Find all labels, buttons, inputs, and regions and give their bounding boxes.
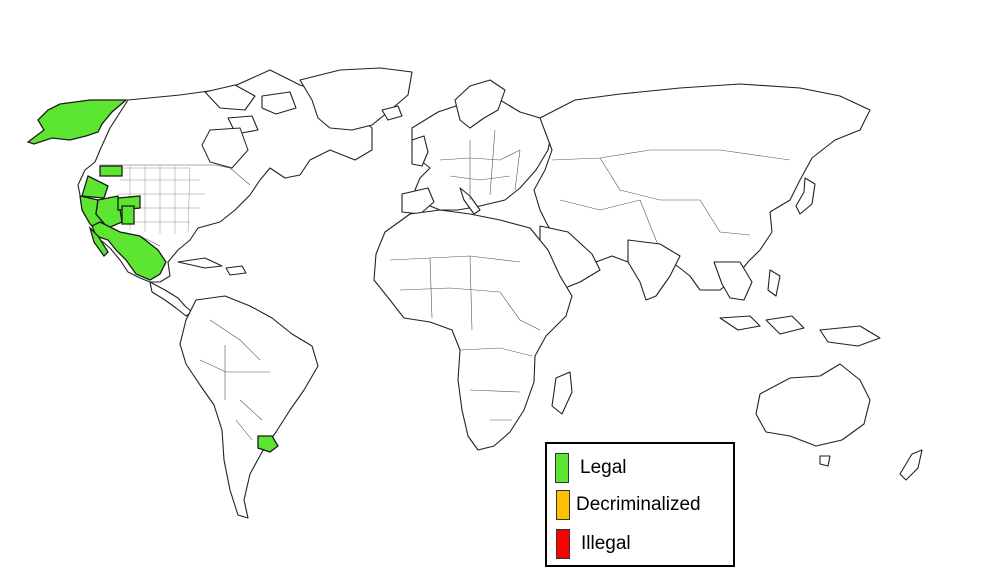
africa-borders [389,255,541,421]
legend-label-illegal: Illegal [581,533,631,554]
scandinavia [454,79,506,129]
central-america [149,281,193,317]
tasmania [819,455,831,467]
us-canada-border [100,164,251,186]
india [627,239,681,301]
philippines [767,269,781,297]
new-guinea [819,325,881,347]
britain [411,135,429,167]
indonesia [719,315,761,331]
washington-region [99,165,123,177]
decriminalized-swatch [556,490,570,520]
southeast-asia [713,261,753,301]
south-america-borders [199,319,270,441]
greenland-landmass [299,67,413,131]
cuba [177,257,223,269]
hudson-bay [201,127,249,169]
hispaniola [225,265,247,276]
legend-label-decriminalized: Decriminalized [576,494,701,515]
illegal-swatch [556,529,570,559]
europe-borders [439,129,521,200]
arctic-islands [204,84,256,111]
australia-landmass [755,363,871,447]
new-zealand [899,449,923,481]
oregon-region [81,175,109,199]
africa-landmass [373,209,573,451]
map-legend: Legal Decriminalized Illegal [545,442,735,567]
iceland [381,105,403,121]
utah-region [121,205,135,225]
asia-borders [551,149,791,251]
iberia [401,187,435,215]
madagascar [551,371,573,415]
arctic-island [261,91,297,115]
legend-item-legal: Legal [555,452,627,484]
legend-item-decriminalized: Decriminalized [556,489,701,521]
indonesia-island [765,315,805,335]
legend-label-legal: Legal [580,457,627,478]
baja-region [88,225,109,258]
legend-item-illegal: Illegal [556,528,631,560]
south-america-landmass [179,295,319,519]
nevada-region [95,195,123,229]
alaska-region [26,99,128,145]
japan [795,177,816,215]
italy [459,187,481,215]
legal-swatch [555,453,569,483]
uruguay-region [257,435,279,453]
